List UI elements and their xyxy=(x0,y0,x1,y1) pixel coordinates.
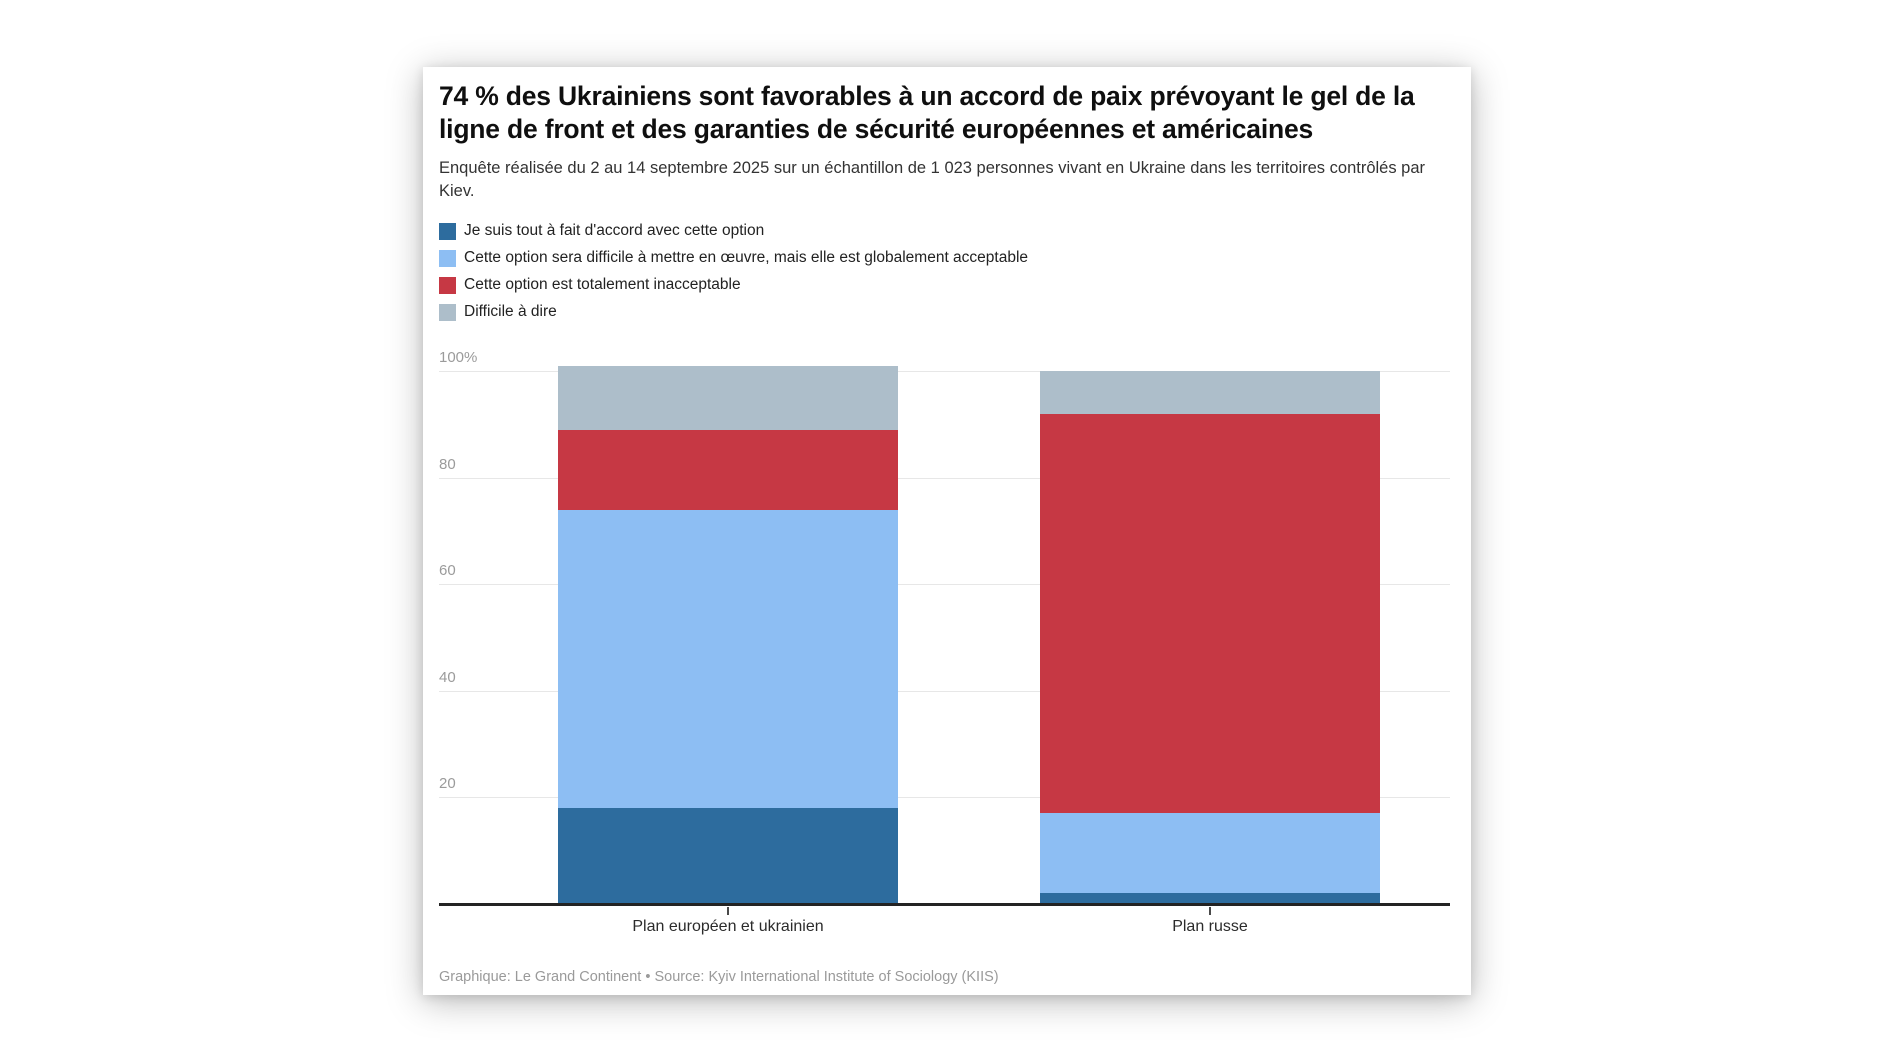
stacked-bar xyxy=(1040,371,1380,904)
legend-item-label: Difficile à dire xyxy=(464,303,557,320)
y-tick-label: 40 xyxy=(439,668,456,686)
legend-item: Difficile à dire xyxy=(439,303,1028,321)
stacked-bar xyxy=(558,365,898,904)
gridline xyxy=(439,797,1450,799)
x-axis-tick xyxy=(1209,907,1211,915)
chart-legend: Je suis tout à fait d'accord avec cette … xyxy=(439,222,1028,321)
plot-area: 100% 80 60 40 20 Plan européen et ukrainien Pl… xyxy=(423,67,1471,995)
bar-segment xyxy=(1040,893,1380,904)
gridline xyxy=(439,584,1450,586)
y-tick-label: 60 xyxy=(439,562,456,580)
legend-swatch-icon xyxy=(439,222,456,240)
gridline xyxy=(439,371,1450,372)
chart-card: 74 % des Ukrainiens sont favorables à un… xyxy=(423,67,1471,995)
bar-segment xyxy=(558,808,898,904)
y-tick-label: 20 xyxy=(439,775,456,793)
legend-item-label: Je suis tout à fait d'accord avec cette … xyxy=(464,222,765,239)
chart-subtitle: Enquête réalisée du 2 au 14 septembre 20… xyxy=(439,159,1426,200)
chart-title: 74 % des Ukrainiens sont favorables à un… xyxy=(439,81,1415,144)
x-category-label: Plan européen et ukrainien xyxy=(632,918,824,935)
bar-segment xyxy=(1040,371,1380,414)
bar-segment xyxy=(1040,413,1380,814)
y-tick-label: 80 xyxy=(439,455,456,473)
bar-segment xyxy=(558,365,898,430)
legend-item-label: Cette option est totalement inacceptable xyxy=(464,276,741,293)
legend-item: Cette option est totalement inacceptable xyxy=(439,276,1028,294)
bar-segment xyxy=(558,509,898,809)
legend-item: Je suis tout à fait d'accord avec cette … xyxy=(439,222,1028,240)
legend-item: Cette option sera difficile à mettre en … xyxy=(439,249,1028,267)
chart-credit: Graphique: Le Grand Continent • Source: … xyxy=(439,969,999,985)
legend-swatch-icon xyxy=(439,276,456,294)
x-axis-line xyxy=(439,903,1450,906)
gridline xyxy=(439,690,1450,692)
legend-item-label: Cette option sera difficile à mettre en … xyxy=(464,249,1029,266)
bar-segment xyxy=(1040,813,1380,894)
y-tick-label: 100% xyxy=(439,349,478,366)
bar-segment xyxy=(558,429,898,510)
x-axis-tick xyxy=(727,907,729,915)
legend-swatch-icon xyxy=(439,303,456,321)
legend-swatch-icon xyxy=(439,249,456,267)
x-category-label: Plan russe xyxy=(1172,918,1248,935)
gridline xyxy=(439,477,1450,479)
